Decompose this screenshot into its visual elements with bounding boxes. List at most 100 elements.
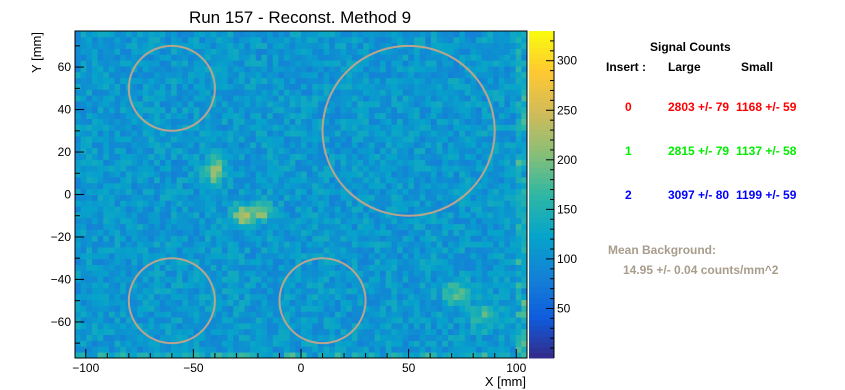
heatmap-cell <box>408 176 415 184</box>
heatmap-cell <box>334 317 341 324</box>
heatmap-cell <box>447 241 454 248</box>
heatmap-cell <box>368 346 375 353</box>
heatmap-cell <box>120 71 127 79</box>
heatmap-cell <box>137 95 144 102</box>
heatmap-cell <box>351 159 358 166</box>
heatmap-cell <box>402 112 409 119</box>
heatmap-cell <box>272 305 279 312</box>
heatmap-cell <box>176 60 183 67</box>
heatmap-cell <box>459 71 466 79</box>
heatmap-cell <box>244 352 251 359</box>
heatmap-cell <box>317 171 324 178</box>
heatmap-cell <box>498 147 505 155</box>
heatmap-cell <box>380 212 387 219</box>
heatmap-cell <box>108 118 115 125</box>
heatmap-cell <box>385 235 392 242</box>
heatmap-cell <box>97 287 104 295</box>
heatmap-cell <box>199 124 206 131</box>
heatmap-cell <box>385 118 392 125</box>
heatmap-cell <box>159 328 166 336</box>
heatmap-cell <box>408 194 415 201</box>
heatmap-cell <box>244 212 251 219</box>
heatmap-cell <box>250 118 257 125</box>
heatmap-cell <box>199 71 206 79</box>
heatmap-cell <box>272 130 279 137</box>
heatmap-cell <box>267 182 274 190</box>
heatmap-cell <box>487 328 494 336</box>
heatmap-cell <box>159 165 166 172</box>
heatmap-cell <box>414 124 421 131</box>
heatmap-cell <box>374 200 381 207</box>
heatmap-cell <box>159 287 166 295</box>
heatmap-cell <box>447 95 454 102</box>
heatmap-cell <box>289 334 296 341</box>
heatmap-cell <box>504 241 511 248</box>
heatmap-cell <box>114 317 121 324</box>
heatmap-cell <box>216 36 223 44</box>
heatmap-cell <box>306 328 313 336</box>
heatmap-cell <box>188 77 195 84</box>
heatmap-cell <box>351 223 358 230</box>
heatmap-cell <box>165 95 172 102</box>
heatmap-cell <box>408 299 415 306</box>
heatmap-cell <box>487 293 494 301</box>
heatmap-cell <box>227 322 234 330</box>
heatmap-cell <box>521 293 528 301</box>
heatmap-cell <box>125 60 132 67</box>
heatmap-cell <box>103 112 110 119</box>
heatmap-cell <box>142 200 149 207</box>
heatmap-cell <box>481 287 488 295</box>
heatmap-cell <box>470 147 477 155</box>
heatmap-cell <box>510 258 517 265</box>
heatmap-cell <box>238 258 245 265</box>
heatmap-cell <box>233 176 240 184</box>
heatmap-cell <box>97 171 104 178</box>
heatmap-cell <box>453 317 460 324</box>
heatmap-cell <box>159 182 166 190</box>
heatmap-cell <box>521 83 528 90</box>
heatmap-cell <box>414 171 421 178</box>
heatmap-cell <box>408 352 415 359</box>
color-scale-step <box>529 167 554 174</box>
heatmap-cell <box>442 264 449 271</box>
heatmap-cell <box>453 106 460 114</box>
heatmap-cell <box>221 287 228 295</box>
heatmap-cell <box>159 282 166 289</box>
heatmap-cell <box>154 317 161 324</box>
heatmap-cell <box>397 340 404 347</box>
heatmap-cell <box>504 77 511 84</box>
heatmap-cell <box>397 141 404 149</box>
heatmap-cell <box>238 293 245 301</box>
heatmap-cell <box>306 118 313 125</box>
heatmap-cell <box>301 305 308 312</box>
heatmap-cell <box>103 95 110 102</box>
heatmap-cell <box>414 328 421 336</box>
heatmap-cell <box>255 124 262 131</box>
heatmap-cell <box>402 340 409 347</box>
heatmap-cell <box>487 159 494 166</box>
heatmap-cell <box>493 124 500 131</box>
heatmap-cell <box>131 101 138 108</box>
heatmap-cell <box>436 101 443 108</box>
heatmap-cell <box>425 352 432 359</box>
heatmap-cell <box>210 112 217 119</box>
heatmap-cell <box>176 159 183 166</box>
heatmap-cell <box>103 252 110 260</box>
heatmap-cell <box>380 340 387 347</box>
heatmap-cell <box>464 36 471 44</box>
heatmap-cell <box>312 112 319 119</box>
heatmap-cell <box>199 147 206 155</box>
heatmap-cell <box>380 287 387 295</box>
heatmap-cell <box>188 136 195 143</box>
heatmap-cell <box>142 147 149 155</box>
heatmap-cell <box>176 258 183 265</box>
small-count: 1168 +/- 59 <box>736 100 797 114</box>
heatmap-cell <box>385 36 392 44</box>
heatmap-cell <box>430 200 437 207</box>
heatmap-cell <box>476 299 483 306</box>
heatmap-cell <box>176 101 183 108</box>
heatmap-cell <box>430 340 437 347</box>
heatmap-cell <box>289 264 296 271</box>
heatmap-cell <box>244 206 251 213</box>
heatmap-cell <box>351 153 358 160</box>
